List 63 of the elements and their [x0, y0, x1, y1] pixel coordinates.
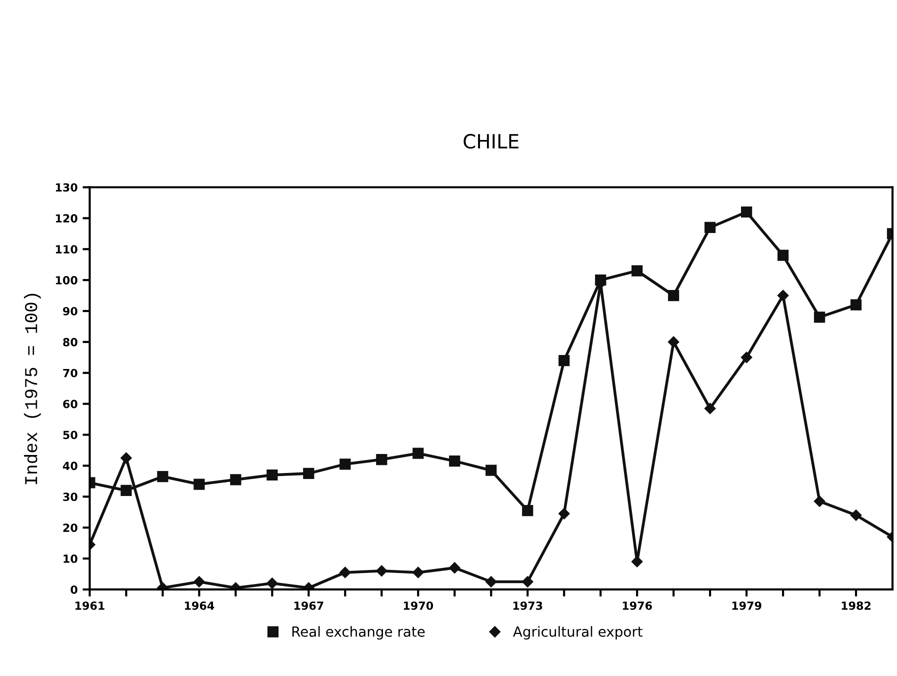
y-axis-title: Index (1975 = 100): [24, 294, 41, 484]
x-tick-label: 1973: [513, 601, 542, 610]
point: [412, 448, 424, 459]
x-tick-label: 1982: [842, 601, 871, 610]
point: [632, 265, 643, 276]
y-tick-label: 30: [63, 492, 78, 502]
y-tick-label: 80: [63, 338, 78, 346]
point: [850, 510, 862, 521]
point: [376, 565, 388, 577]
point: [194, 478, 205, 490]
point: [814, 496, 826, 507]
point: [376, 454, 388, 466]
point: [120, 484, 132, 496]
x-tick-label: 1970: [404, 601, 434, 610]
y-tick-label: 40: [62, 462, 78, 470]
point: [777, 290, 789, 302]
point: [230, 474, 242, 486]
point: [157, 470, 168, 482]
point: [668, 290, 680, 302]
y-tick-label: 70: [63, 368, 78, 378]
y-tick-label: 20: [63, 524, 78, 532]
point: [522, 576, 534, 588]
point: [558, 508, 570, 520]
point: [486, 464, 497, 476]
point: [194, 576, 205, 588]
x-tick-label: 1976: [622, 601, 652, 610]
x-tick-label: 1979: [732, 601, 762, 610]
point: [704, 222, 716, 234]
y-tick-label: 60: [63, 400, 78, 408]
point: [522, 505, 534, 516]
y-tick-label: 120: [56, 214, 78, 223]
point: [704, 402, 716, 414]
point: [850, 299, 862, 310]
point: [740, 206, 752, 218]
point: [486, 576, 497, 588]
point: [266, 469, 278, 481]
point: [266, 578, 278, 589]
point: [412, 566, 424, 578]
point: [814, 312, 826, 323]
point: [558, 354, 570, 366]
y-tick-label: 50: [63, 430, 78, 440]
y-tick-label: 90: [63, 306, 78, 316]
point: [668, 336, 680, 348]
y-tick-label: 130: [56, 183, 78, 192]
legend-label: Agricultural export: [513, 626, 643, 640]
point: [449, 456, 460, 467]
point: [303, 468, 314, 480]
y-tick-label: 10: [64, 554, 78, 563]
point: [340, 566, 351, 578]
x-tick-label: 1967: [294, 601, 324, 610]
y-tick-label: 100: [56, 276, 78, 284]
x-tick-label: 1964: [184, 601, 214, 610]
y-tick-label: 110: [56, 245, 78, 254]
chart-title: CHILE: [464, 134, 518, 149]
x-tick-label: 1961: [75, 601, 104, 610]
y-tick-label: 0: [70, 585, 78, 594]
point: [740, 352, 752, 364]
point: [449, 562, 460, 574]
point: [777, 250, 789, 261]
point: [120, 452, 132, 464]
point: [340, 458, 351, 470]
legend-label: Real exchange rate: [292, 626, 425, 640]
point: [631, 556, 643, 568]
